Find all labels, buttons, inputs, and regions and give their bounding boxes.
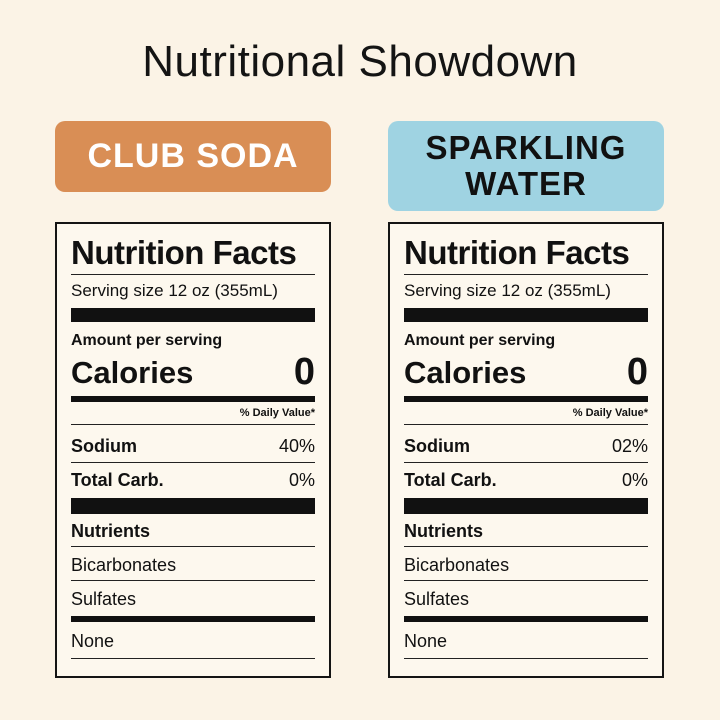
calories-label: Calories [404, 355, 527, 390]
nutrient-row-total-carb: Total Carb. 0% [404, 468, 648, 492]
nutrient-name: Total Carb. [404, 470, 497, 490]
divider [404, 546, 648, 547]
club-soda-header: CLUB SODA [55, 121, 331, 192]
nutrient-item: Bicarbonates [71, 555, 177, 575]
nutrient-name: Sodium [404, 436, 470, 456]
footer-note: None [404, 631, 448, 651]
amount-per-serving-label: Amount per serving [404, 332, 556, 349]
nutrient-item: Sulfates [71, 589, 137, 609]
nutrient-row-sodium: Sodium 40% [71, 434, 315, 458]
divider [404, 658, 648, 659]
sparkling-water-header-line1: SPARKLING [425, 129, 627, 166]
club-soda-header-label: CLUB SODA [87, 137, 299, 175]
calories-label: Calories [71, 355, 194, 390]
nutrient-percent: 0% [288, 470, 315, 490]
nutrition-facts-heading: Nutrition Facts [404, 234, 630, 271]
thick-divider [71, 308, 315, 322]
calories-value: 0 [293, 351, 315, 393]
nutrients-section-label: Nutrients [404, 521, 484, 541]
club-soda-nutrition-panel: Nutrition Facts Serving size 12 oz (355m… [55, 222, 331, 678]
sparkling-water-column: SPARKLING WATER Nutrition Facts Serving … [388, 0, 664, 720]
medium-divider [71, 616, 315, 622]
nutrient-item: Sulfates [404, 589, 470, 609]
thick-divider [404, 498, 648, 514]
club-soda-column: CLUB SODA Nutrition Facts Serving size 1… [55, 0, 331, 720]
divider [404, 424, 648, 425]
medium-divider [71, 396, 315, 402]
daily-value-header: % Daily Value* [572, 407, 648, 419]
nutrient-percent: 0% [621, 470, 648, 490]
footer-note: None [71, 631, 115, 651]
medium-divider [404, 616, 648, 622]
nutrient-percent: 02% [611, 436, 648, 456]
thick-divider [71, 498, 315, 514]
divider [404, 580, 648, 581]
calories-row: Calories 0 [404, 352, 648, 392]
sparkling-water-header-line2: WATER [465, 165, 587, 202]
divider [71, 462, 315, 463]
divider [71, 580, 315, 581]
sparkling-water-nutrition-panel: Nutrition Facts Serving size 12 oz (355m… [388, 222, 664, 678]
nutrients-section-label: Nutrients [71, 521, 151, 541]
nutrient-item: Bicarbonates [404, 555, 510, 575]
divider [71, 658, 315, 659]
thick-divider [404, 308, 648, 322]
medium-divider [404, 396, 648, 402]
serving-size: Serving size 12 oz (355mL) [404, 281, 611, 300]
calories-value: 0 [626, 351, 648, 393]
page-title: Nutritional Showdown [142, 37, 578, 86]
calories-row: Calories 0 [71, 352, 315, 392]
nutrient-name: Total Carb. [71, 470, 164, 490]
nutrient-name: Sodium [71, 436, 137, 456]
sparkling-water-header: SPARKLING WATER [388, 121, 664, 211]
nutrition-facts-heading: Nutrition Facts [71, 234, 297, 271]
serving-size: Serving size 12 oz (355mL) [71, 281, 278, 300]
divider [71, 424, 315, 425]
divider [404, 462, 648, 463]
nutrient-row-sodium: Sodium 02% [404, 434, 648, 458]
daily-value-header: % Daily Value* [239, 407, 315, 419]
divider [71, 546, 315, 547]
amount-per-serving-label: Amount per serving [71, 332, 223, 349]
nutrient-row-total-carb: Total Carb. 0% [71, 468, 315, 492]
divider [71, 274, 315, 275]
divider [404, 274, 648, 275]
nutrient-percent: 40% [278, 436, 315, 456]
